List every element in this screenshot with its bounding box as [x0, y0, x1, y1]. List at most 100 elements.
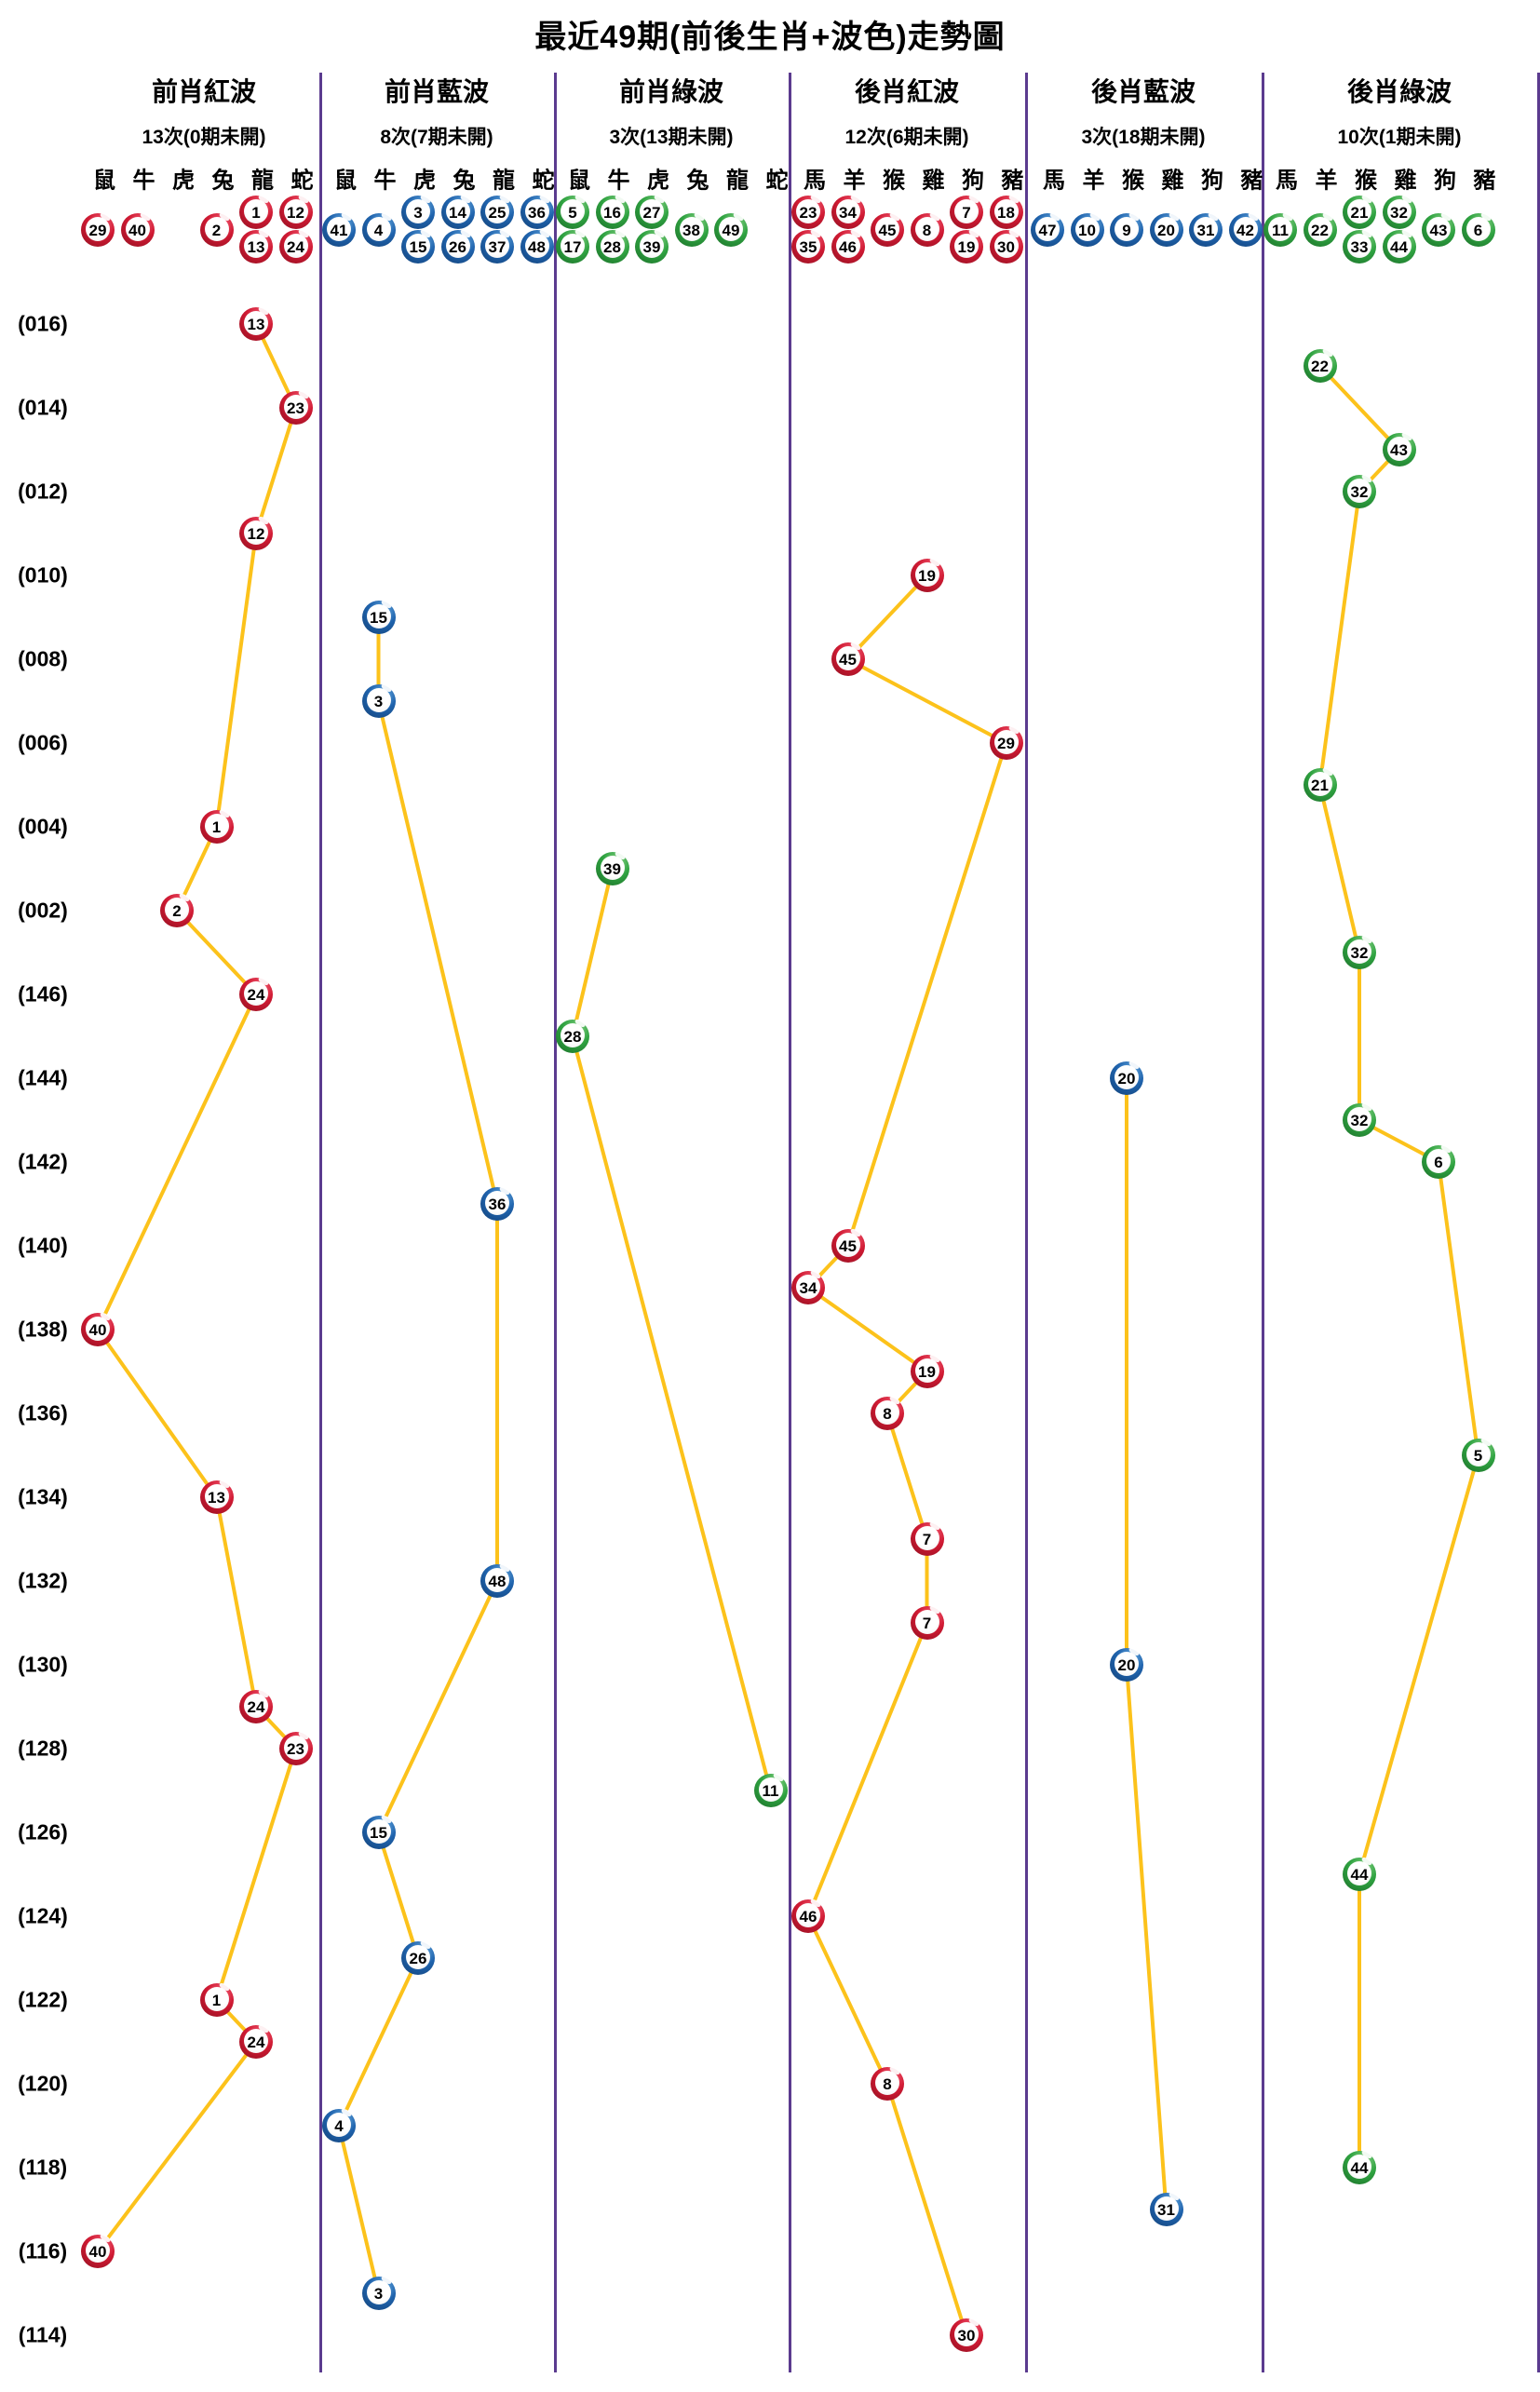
zodiac-label-3-4: 狗 — [962, 168, 984, 194]
ball-number: 24 — [247, 1697, 265, 1716]
ball-number: 20 — [1157, 221, 1175, 239]
period-label-016: (016) — [18, 311, 68, 336]
ball-number: 27 — [642, 203, 661, 222]
ball-number: 31 — [1157, 2200, 1175, 2219]
ball-number: 2 — [172, 901, 182, 920]
period-label-142: (142) — [18, 1149, 68, 1174]
chart-ball: 34 — [791, 1271, 825, 1304]
legend-ball: 18 — [989, 196, 1023, 229]
ball-number: 30 — [997, 237, 1015, 256]
chart-ball: 32 — [1343, 475, 1376, 508]
chart-ball: 19 — [910, 1355, 944, 1388]
period-label-120: (120) — [18, 2071, 68, 2096]
legend-ball: 22 — [1303, 213, 1337, 247]
chart-ball: 23 — [278, 1732, 313, 1765]
ball-number: 23 — [799, 203, 817, 222]
zodiac-label-0-1: 牛 — [132, 168, 155, 194]
legend-ball: 38 — [674, 213, 709, 247]
ball-number: 3 — [413, 203, 423, 222]
ball-number: 1 — [211, 818, 222, 836]
section-divider-4 — [1025, 73, 1028, 2372]
legend-ball: 15 — [401, 230, 435, 264]
section-title-back-blue: 後肖藍波 — [1090, 77, 1196, 106]
ball-number: 39 — [642, 237, 661, 256]
legend-ball: 13 — [239, 230, 273, 264]
period-label-132: (132) — [18, 1568, 68, 1593]
ball-number: 4 — [334, 2116, 344, 2135]
chart-ball: 36 — [480, 1187, 514, 1221]
chart-ball: 31 — [1149, 2193, 1183, 2226]
ball-number: 10 — [1078, 221, 1096, 239]
ball-number: 45 — [878, 221, 897, 239]
zodiac-label-4-1: 羊 — [1082, 168, 1105, 194]
zodiac-label-5-2: 猴 — [1355, 168, 1377, 194]
ball-number: 46 — [839, 237, 857, 256]
legend-ball: 40 — [120, 213, 155, 247]
period-label-138: (138) — [18, 1317, 68, 1342]
ball-number: 9 — [1122, 221, 1131, 239]
ball-number: 21 — [1350, 203, 1369, 222]
ball-number: 46 — [799, 1907, 817, 1926]
chart-ball: 24 — [239, 2025, 273, 2059]
legend-ball: 14 — [440, 196, 475, 229]
ball-number: 37 — [488, 237, 507, 256]
period-label-114: (114) — [18, 2322, 68, 2347]
section-count-front-red: 13次(0期未開) — [142, 127, 266, 148]
period-label-006: (006) — [18, 730, 68, 755]
zodiac-label-5-3: 雞 — [1394, 168, 1417, 194]
ball-number: 17 — [563, 237, 582, 256]
ball-number: 32 — [1390, 203, 1408, 222]
period-label-004: (004) — [18, 814, 68, 839]
section-title-front-blue: 前肖藍波 — [384, 77, 490, 106]
ball-number: 13 — [208, 1488, 225, 1507]
zodiac-label-4-2: 猴 — [1122, 168, 1144, 194]
section-title-front-green: 前肖綠波 — [618, 77, 724, 106]
zodiac-label-3-5: 豬 — [1001, 168, 1024, 194]
ball-number: 6 — [1434, 1153, 1443, 1171]
ball-number: 28 — [603, 237, 621, 256]
ball-number: 31 — [1196, 221, 1215, 239]
legend-ball: 12 — [278, 196, 313, 229]
chart-ball: 20 — [1110, 1648, 1143, 1682]
ball-number: 24 — [247, 2033, 265, 2051]
chart-ball: 7 — [910, 1522, 944, 1556]
ball-number: 38 — [682, 221, 700, 239]
chart-ball: 24 — [239, 978, 273, 1011]
ball-number: 4 — [373, 221, 384, 239]
chart-ball: 24 — [239, 1690, 273, 1723]
legend-ball: 36 — [520, 196, 554, 229]
period-label-118: (118) — [18, 2155, 68, 2180]
legend-ball: 29 — [81, 213, 115, 247]
section-count-front-green: 3次(13期未開) — [609, 127, 734, 148]
zodiac-label-4-4: 狗 — [1201, 168, 1223, 194]
legend-ball: 20 — [1149, 213, 1183, 247]
ball-number: 47 — [1038, 221, 1057, 239]
ball-number: 32 — [1350, 482, 1369, 501]
zodiac-label-3-0: 馬 — [804, 168, 826, 194]
ball-number: 36 — [528, 203, 546, 222]
legend-ball: 7 — [950, 196, 983, 229]
ball-number: 12 — [247, 524, 265, 543]
ball-number: 23 — [287, 1739, 304, 1758]
legend-ball: 4 — [361, 213, 396, 247]
zodiac-label-2-1: 牛 — [607, 168, 630, 194]
chart-ball: 44 — [1343, 1858, 1376, 1891]
legend-ball: 28 — [595, 230, 629, 264]
trend-line-section-6 — [1317, 364, 1480, 2169]
section-divider-3 — [789, 73, 791, 2372]
legend-ball: 8 — [910, 213, 944, 247]
chart-ball: 13 — [199, 1480, 234, 1514]
ball-number: 15 — [370, 1823, 387, 1842]
chart-ball: 40 — [81, 1313, 115, 1346]
legend-ball: 48 — [520, 230, 554, 264]
ball-number: 34 — [839, 203, 857, 222]
ball-number: 39 — [603, 859, 621, 878]
legend-ball: 26 — [440, 230, 475, 264]
ball-number: 45 — [839, 650, 857, 669]
ball-number: 19 — [918, 566, 936, 585]
chart-ball: 4 — [322, 2109, 356, 2142]
chart-ball: 45 — [831, 642, 865, 676]
legend-ball: 24 — [278, 230, 313, 264]
section-divider-5 — [1262, 73, 1264, 2372]
zodiac-label-5-1: 羊 — [1315, 168, 1338, 194]
